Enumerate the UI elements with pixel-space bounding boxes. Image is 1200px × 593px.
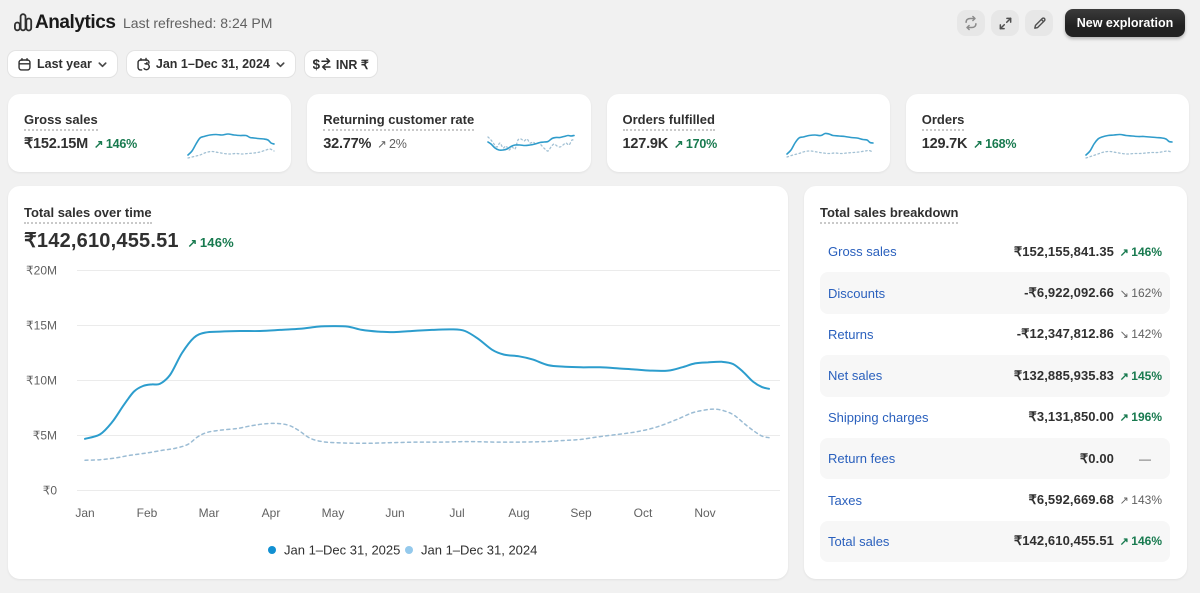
svg-text:₹5M: ₹5M (33, 429, 57, 443)
svg-text:Apr: Apr (262, 506, 281, 520)
svg-text:₹20M: ₹20M (26, 264, 57, 278)
svg-text:₹0: ₹0 (43, 484, 58, 498)
svg-text:₹10M: ₹10M (26, 374, 57, 388)
svg-text:Jan 1–Dec 31, 2025: Jan 1–Dec 31, 2025 (284, 543, 400, 558)
svg-text:Jul: Jul (449, 506, 464, 520)
svg-text:Aug: Aug (508, 506, 529, 520)
svg-text:Jan: Jan (75, 506, 94, 520)
svg-text:Oct: Oct (634, 506, 653, 520)
svg-text:Nov: Nov (694, 506, 715, 520)
svg-text:$: $ (313, 57, 321, 72)
svg-text:₹15M: ₹15M (26, 319, 57, 333)
svg-text:Jan 1–Dec 31, 2024: Jan 1–Dec 31, 2024 (421, 543, 537, 558)
svg-text:Mar: Mar (199, 506, 220, 520)
svg-text:Sep: Sep (570, 506, 592, 520)
svg-text:May: May (322, 506, 345, 520)
svg-text:Jun: Jun (385, 506, 404, 520)
svg-text:Feb: Feb (137, 506, 158, 520)
